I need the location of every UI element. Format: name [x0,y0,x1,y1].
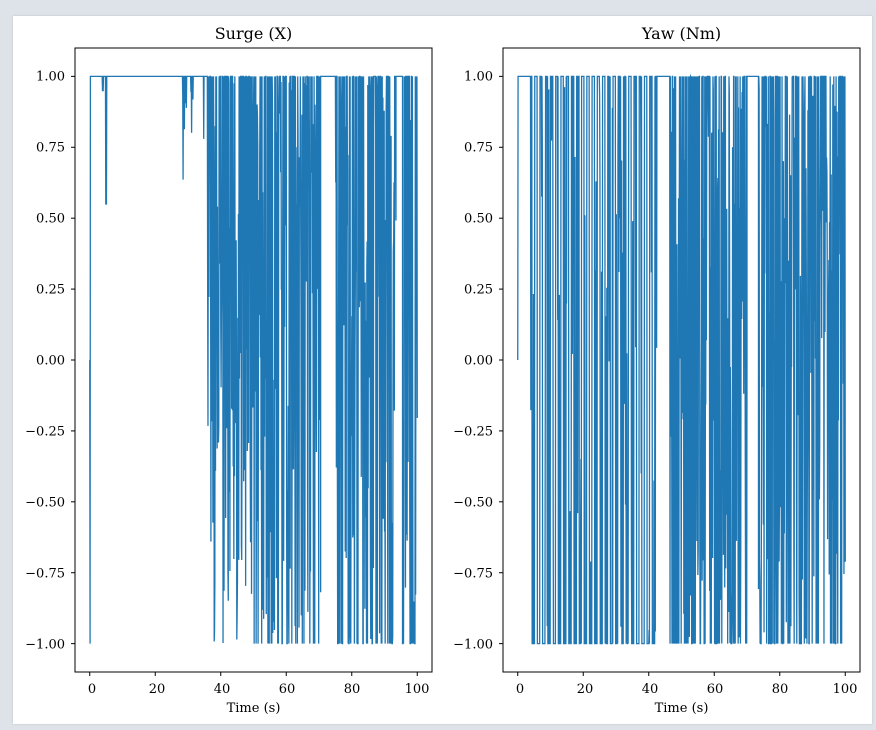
series-line-yaw [517,73,846,645]
x-axis-ticks: 0 20 40 60 80 100 [88,682,430,697]
y-tick-label: −1.00 [453,638,493,653]
y-tick-label: −0.50 [25,496,65,511]
x-tick-label: 60 [279,682,296,697]
y-tick-label: 1.00 [464,70,493,85]
figure: Surge (X) Time (s) 1.00 0.75 0.50 0.25 0… [13,16,872,724]
subplot-title: Yaw (Nm) [641,24,721,43]
x-tick-label: 100 [405,682,430,697]
series-line-surge [89,75,418,645]
y-tick-label: 0.75 [36,141,65,156]
x-axis-label: Time (s) [655,701,709,716]
y-axis-ticks: 1.00 0.75 0.50 0.25 0.00 −0.25 −0.50 −0.… [25,70,65,653]
tick-marks [71,75,418,676]
figure-canvas: Surge (X) Time (s) 1.00 0.75 0.50 0.25 0… [25,24,861,716]
y-tick-label: −0.50 [453,496,493,511]
x-tick-label: 0 [88,682,96,697]
x-tick-label: 100 [833,682,858,697]
y-tick-label: −0.75 [25,567,65,582]
y-tick-label: −1.00 [25,638,65,653]
y-tick-label: 1.00 [36,70,65,85]
subplot-yaw: Yaw (Nm) Time (s) 1.00 0.75 0.50 0.25 0.… [453,24,861,716]
x-axis-ticks: 0 20 40 60 80 100 [516,682,858,697]
subplot-surge: Surge (X) Time (s) 1.00 0.75 0.50 0.25 0… [25,24,433,716]
y-tick-label: 0.25 [464,283,493,298]
x-tick-label: 80 [772,682,789,697]
x-tick-label: 40 [214,682,231,697]
x-tick-label: 20 [577,682,594,697]
y-tick-label: 0.00 [464,354,493,369]
x-axis-label: Time (s) [227,701,281,716]
y-tick-label: 0.50 [464,212,493,227]
subplot-title: Surge (X) [215,24,293,43]
x-tick-label: 60 [707,682,724,697]
y-tick-label: 0.00 [36,354,65,369]
x-tick-label: 40 [642,682,659,697]
y-tick-label: 0.25 [36,283,65,298]
y-tick-label: −0.75 [453,567,493,582]
x-tick-label: 80 [344,682,361,697]
y-tick-label: 0.50 [36,212,65,227]
x-tick-label: 20 [149,682,166,697]
y-tick-label: 0.75 [464,141,493,156]
y-tick-label: −0.25 [25,425,65,440]
y-tick-label: −0.25 [453,425,493,440]
x-tick-label: 0 [516,682,524,697]
tick-marks [499,75,846,676]
y-axis-ticks: 1.00 0.75 0.50 0.25 0.00 −0.25 −0.50 −0.… [453,70,493,653]
